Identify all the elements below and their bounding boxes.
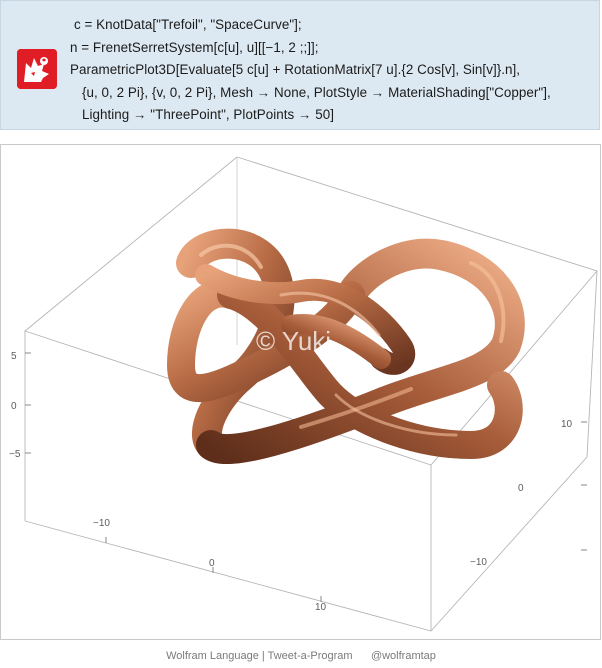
code-line-5: Lighting → "ThreePoint", PlotPoints → 50… — [82, 107, 334, 122]
wolfram-wolf-icon — [17, 49, 57, 89]
axis-left-tick-label: 5 — [11, 351, 17, 362]
axis-right: 10 0 −10 — [470, 419, 587, 568]
footer-separator: | — [261, 650, 265, 662]
axis-bottom-tick-label: 10 — [315, 602, 327, 613]
code-input-panel: c = KnotData["Trefoil", "SpaceCurve"]; n… — [0, 0, 600, 130]
footer-handle[interactable]: @wolframtap — [370, 650, 436, 662]
footer-brand: Wolfram Language — [166, 650, 259, 662]
code-line-2: n = FrenetSerretSystem[c[u], u][[−1, 2 ;… — [70, 40, 319, 55]
bounding-box — [24, 156, 598, 632]
axis-left: 5 0 −5 — [9, 351, 31, 460]
plot-output-frame: © Yuki 5 0 −5 −10 0 10 10 0 −10 — [0, 144, 601, 640]
copper-knot-surface — [167, 228, 525, 465]
axis-left-tick-label: −5 — [9, 449, 21, 460]
axis-right-tick-label: 0 — [518, 483, 524, 494]
axis-bottom-tick-label: −10 — [93, 518, 110, 529]
code-line-4: {u, 0, 2 Pi}, {v, 0, 2 Pi}, Mesh → None,… — [82, 85, 551, 100]
parametric-plot-3d[interactable]: © Yuki 5 0 −5 −10 0 10 10 0 −10 — [1, 145, 600, 639]
code-line-1: c = KnotData["Trefoil", "SpaceCurve"]; — [74, 17, 302, 32]
axis-right-tick-label: −10 — [470, 557, 487, 568]
axis-left-tick-label: 0 — [11, 401, 17, 412]
watermark-text: © Yuki — [256, 326, 331, 356]
footer: Wolfram Language | Tweet-a-Program @wolf… — [0, 650, 602, 662]
axis-bottom: −10 0 10 — [93, 518, 327, 613]
code-line-3: ParametricPlot3D[Evaluate[5 c[u] + Rotat… — [70, 62, 521, 77]
footer-program: Tweet-a-Program — [267, 650, 353, 662]
axis-right-tick-label: 10 — [561, 419, 573, 430]
axis-bottom-tick-label: 0 — [209, 558, 215, 569]
